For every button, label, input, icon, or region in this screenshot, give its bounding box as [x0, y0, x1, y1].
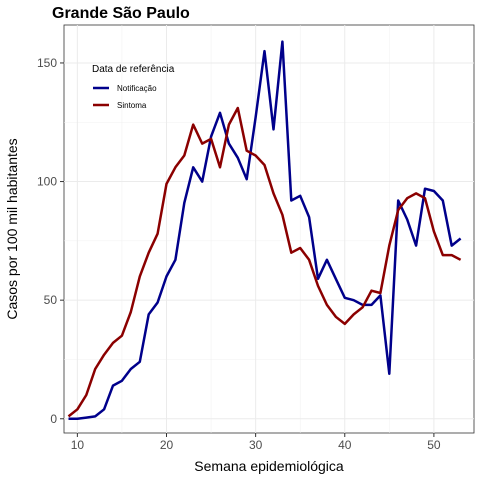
series-line-notificacao: [68, 40, 462, 421]
legend-title: Data de referência: [92, 64, 175, 75]
y-axis-title: Casos por 100 mil habitantes: [4, 138, 20, 319]
y-tick-label: 150: [37, 56, 57, 70]
x-tick-label: 50: [427, 438, 441, 452]
series-line-sintoma: [67, 106, 462, 418]
y-tick-label: 100: [37, 175, 57, 189]
x-tick-label: 30: [249, 438, 263, 452]
x-tick-label: 20: [160, 438, 174, 452]
y-tick-label: 0: [50, 412, 57, 426]
ticks: 10 20 30 40 50 0 50 100 150: [37, 56, 441, 452]
series-layer: [67, 40, 462, 421]
legend-label-sintoma: Sintoma: [117, 101, 147, 110]
grid: [64, 25, 474, 433]
x-axis-title: Semana epidemiológica: [194, 458, 344, 474]
legend-label-notificacao: Notificação: [117, 84, 157, 93]
chart-title: Grande São Paulo: [52, 5, 190, 22]
legend: Data de referência Notificação Sintoma: [92, 64, 175, 110]
x-tick-label: 10: [71, 438, 85, 452]
y-tick-label: 50: [44, 293, 58, 307]
x-tick-label: 40: [338, 438, 352, 452]
